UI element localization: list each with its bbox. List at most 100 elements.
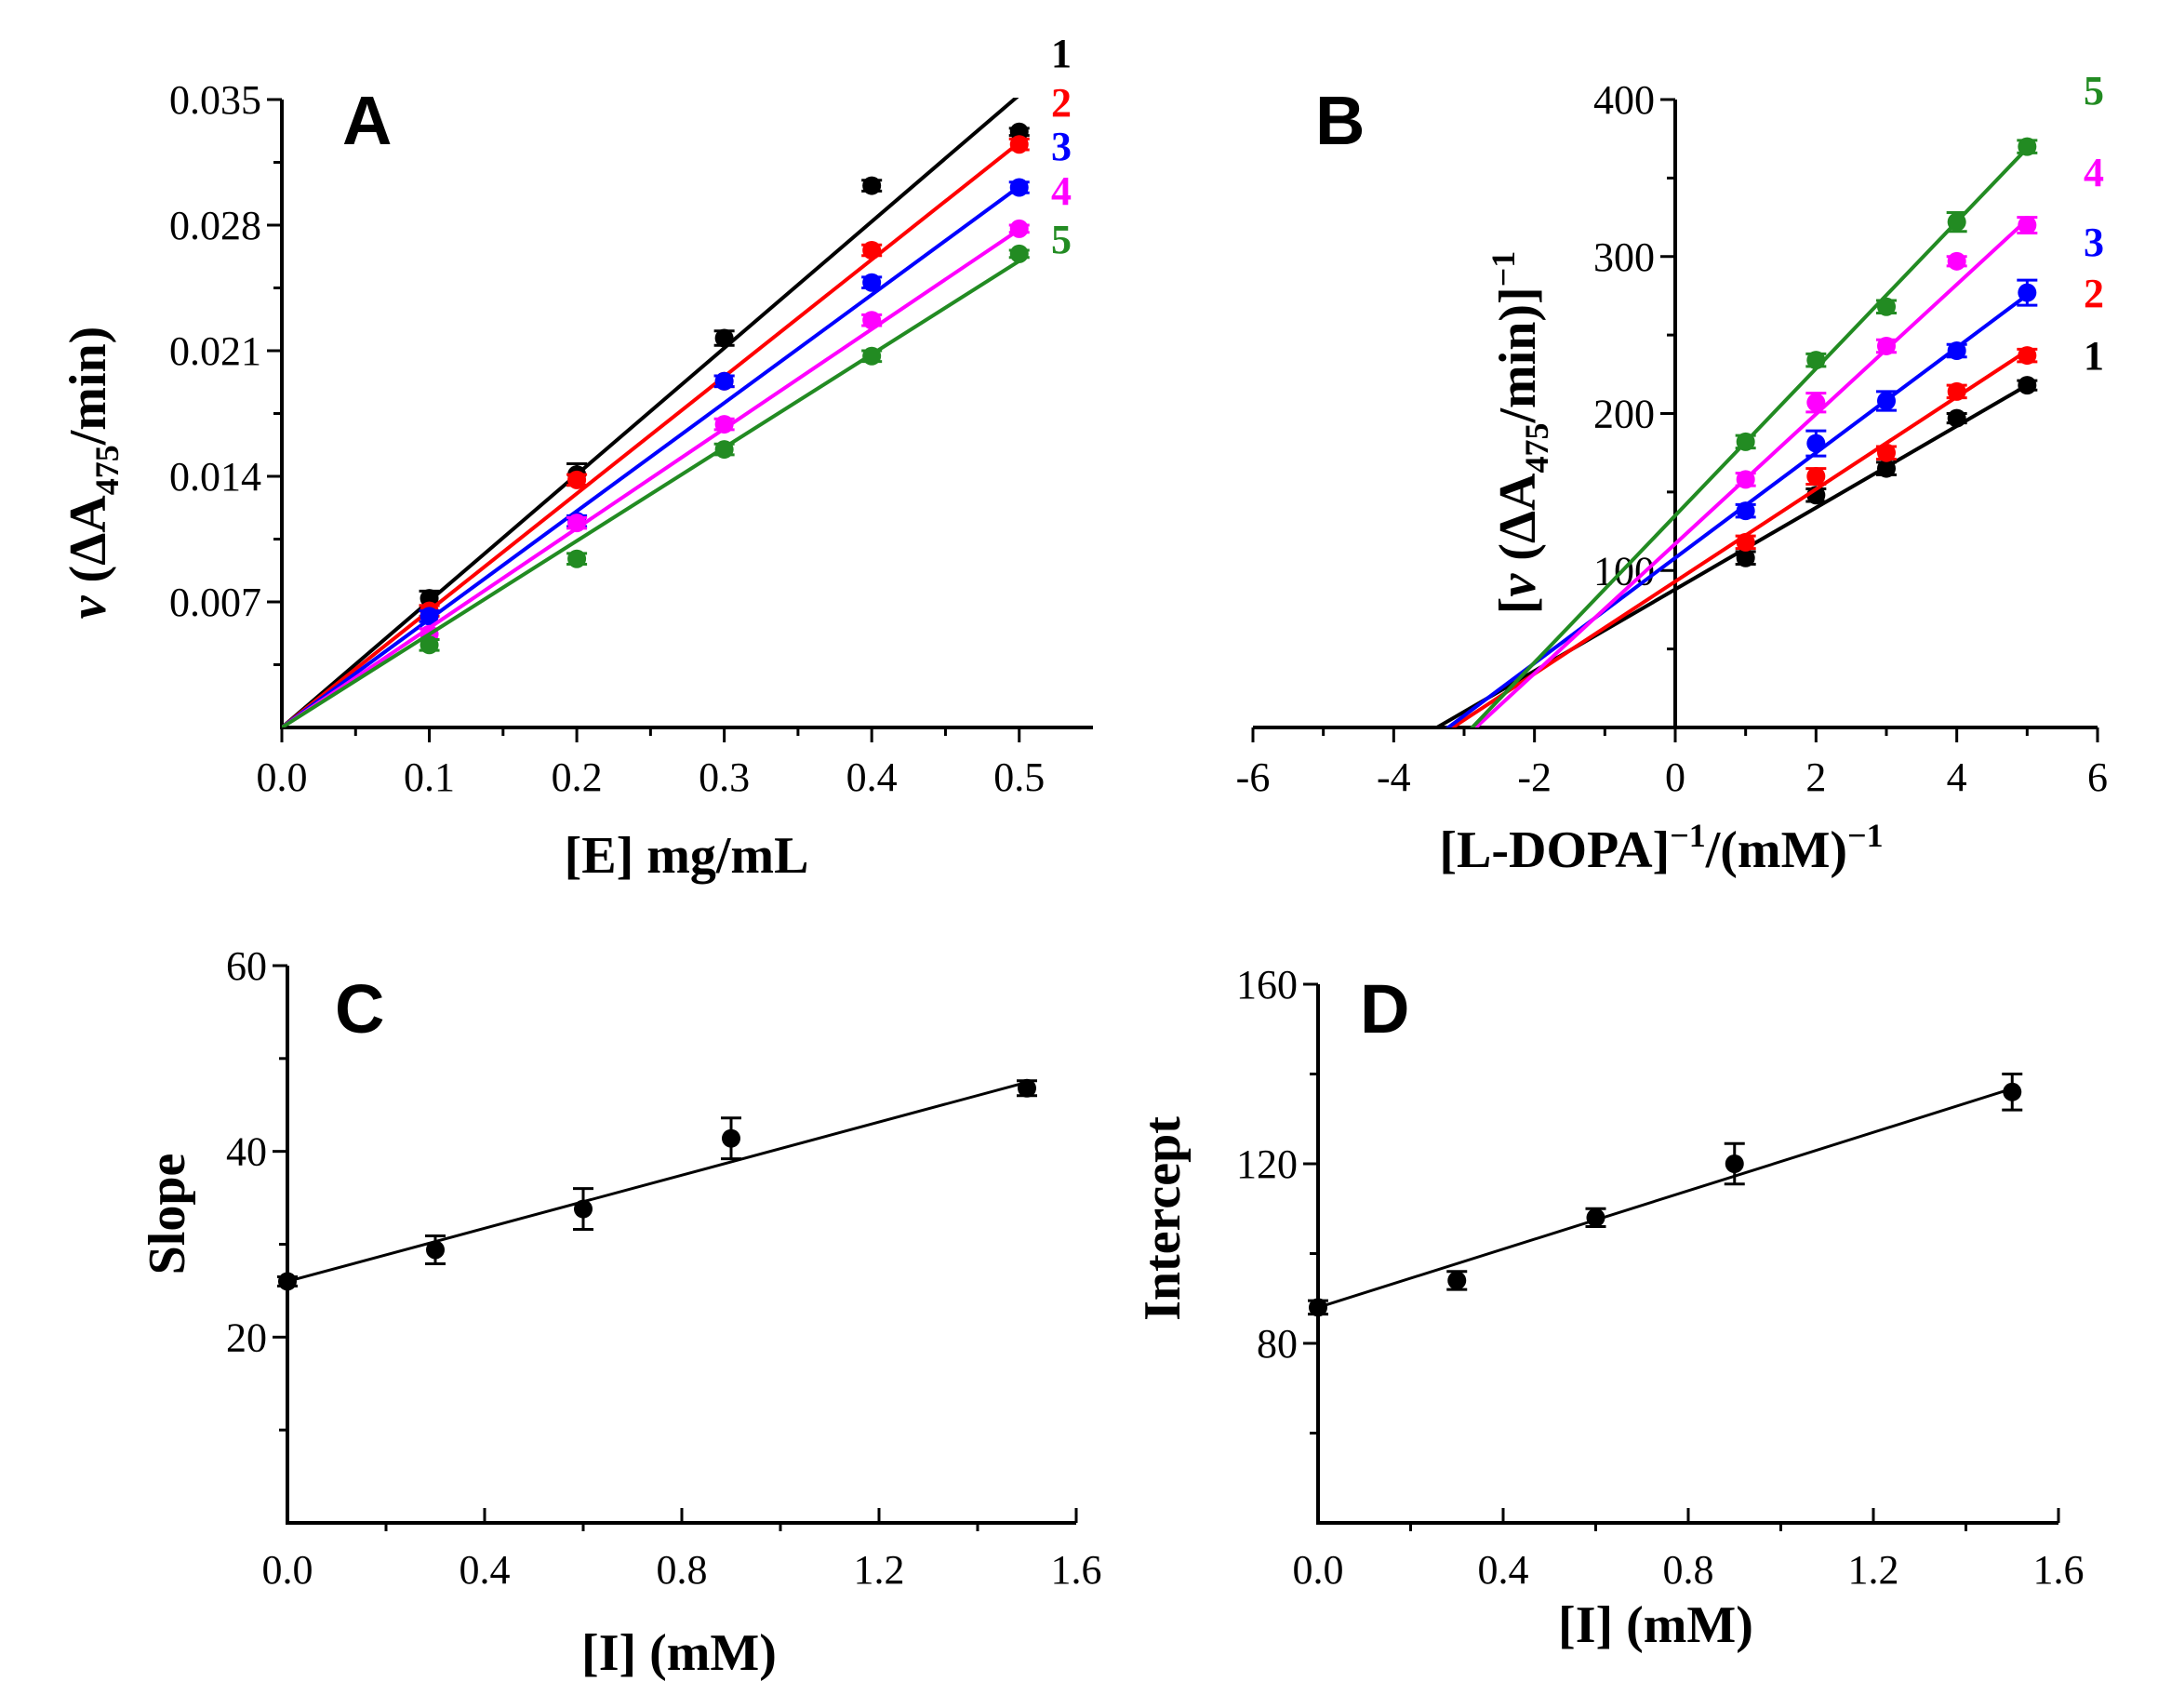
panel-a-fit-line [282,228,1020,727]
panel-a-y-tick-label: 0.035 [169,77,261,123]
panel-b-ylabel-sup: −1 [1485,251,1522,287]
panel-d-x-tick-label: 1.2 [1848,1547,1899,1593]
panel-b-letter: B [1315,82,1365,159]
panel-c-fit-line [287,1080,1028,1283]
panel-a-xlabel: [E] mg/mL [565,827,809,885]
panel-b-ylabel-prefix: v [1489,573,1547,597]
panel-a-series-label: 4 [1051,168,1072,214]
panel-b-series-5: 5 [1469,68,2104,727]
panel-b-data-point [1806,434,1826,453]
panel-b-x-tick-label: -4 [1377,754,1411,800]
panel-b-data-point [1947,251,1966,271]
panel-b-series-2: 2 [1448,271,2104,727]
panel-b-x-tick-label: 0 [1665,754,1685,800]
panel-a-y-tick-label: 0.021 [169,328,261,374]
panel-d-x-tick-label: 0.0 [1293,1547,1344,1593]
panel-d-plot: 0.0 0.4 0.8 1.2 1.6 80 120 160 [1236,962,2085,1593]
panel-b-data-point [1806,351,1826,370]
panel-b-x-tick-label: 2 [1805,754,1826,800]
panel-c-y-tick-label: 20 [226,1314,267,1360]
panel-a-fit-line [282,259,1020,727]
panel-a-data-point [862,241,882,260]
panel-d-ylabel: Intercept [1134,1116,1192,1321]
panel-b-data-point [1736,548,1755,567]
panel-b-plot: -6-4-2024610020030040012345 [1236,68,2108,800]
panel-d-data-point [1725,1154,1744,1173]
panel-c-y-tick-label: 40 [226,1129,267,1175]
panel-b-data-point [1806,467,1826,486]
panel-a-data-point [714,328,734,348]
panel-c-plot: 0.0 0.4 0.8 1.2 1.6 20 40 60 [226,943,1102,1593]
panel-a-data-point [714,415,734,434]
panel-a-series-3: 3 [282,124,1072,727]
panel-d-series-intercept [1308,1073,2023,1317]
panel-a-fit-line [282,140,1020,727]
panel-b-xlabel-sup2: −1 [1847,817,1884,854]
panel-b-x-tick-label: 6 [2087,754,2108,800]
panel-d-x-tick-label: 0.8 [1663,1547,1714,1593]
panel-b-x-tick-label: -2 [1517,754,1552,800]
panel-c-data-point [278,1272,297,1291]
panel-b-x-tick-label: 4 [1947,754,1967,800]
panel-a-x-tick-label: 0.0 [257,754,308,800]
panel-b-ylabel-suffix: /min)] [1489,287,1547,423]
panel-c: 0.0 0.4 0.8 1.2 1.6 20 40 60 C Slope [I] (mM) [139,943,1102,1682]
panel-b-data-point [1947,381,1966,401]
panel-c-x-tick-label: 0.0 [262,1547,313,1593]
panel-a-data-point [1009,178,1029,197]
panel-a-ylabel-suffix: /min) [60,327,117,447]
panel-a-series-2: 2 [282,80,1072,727]
panel-a-series-label: 2 [1051,80,1072,126]
panel-a-y-tick-label: 0.014 [169,454,261,500]
panel-b-series-label: 3 [2084,220,2104,265]
panel-d-data-point [1447,1271,1467,1290]
panel-c-data-point [1018,1078,1036,1098]
panel-b-data-point [2018,346,2037,366]
panel-d-x-tick-label: 0.4 [1478,1547,1529,1593]
panel-b-data-point [1947,212,1966,232]
panel-c-data-point [574,1199,593,1219]
panel-a-x-tick-label: 0.5 [993,754,1045,800]
panel-a-data-point [567,514,587,533]
panel-c-y-tick-label: 60 [226,943,267,989]
panel-a-y-tick-label: 0.028 [169,203,261,248]
panel-a-plot: 0.0 0.1 0.2 0.3 0.4 0.5 0.007 0.014 0.021 0.028 0.… [169,31,1093,800]
panel-a-data-point [567,549,587,568]
panel-b-data-point [1877,459,1896,478]
panel-a-series-label: 1 [1051,31,1072,76]
panel-d-y-tick-label: 160 [1236,962,1298,1007]
panel-b-series-label: 4 [2084,150,2104,195]
panel-b-data-point [1877,336,1896,355]
panel-b-data-point [2018,376,2037,395]
panel-c-x-tick-label: 0.8 [657,1547,708,1593]
panel-b-data-point [1947,408,1966,428]
panel-d-data-point [1586,1208,1605,1227]
panel-c-data-point [426,1240,445,1260]
panel-b-data-point [1806,393,1826,412]
panel-d-xlabel: [I] (mM) [1558,1596,1753,1654]
panel-b-data-point [1877,443,1896,462]
panel-c-ylabel: Slope [139,1154,196,1275]
panel-c-letter: C [335,970,384,1047]
panel-a-x-tick-label: 0.2 [552,754,603,800]
panel-a-series-label: 5 [1051,217,1072,262]
panel-b-data-point [2018,137,2037,156]
panel-b: -6-4-2024610020030040012345 B [v (ΔA475/… [1236,68,2108,879]
panel-c-data-point [722,1128,740,1148]
panel-b-xlabel-sup1: −1 [1670,817,1706,854]
panel-b-data-point [1877,392,1896,410]
panel-a-ylabel-main: (ΔA [60,495,117,596]
panel-c-x-tick-label: 0.4 [460,1547,511,1593]
panel-b-xlabel-main: [L-DOPA] [1439,821,1670,879]
panel-b-series-label: 5 [2084,68,2104,113]
panel-b-data-point [1736,501,1755,521]
panel-a-data-point [862,311,882,330]
panel-a-series-1: 1 [282,31,1072,727]
panel-b-data-point [1947,341,1966,360]
panel-d-data-point [1309,1298,1327,1317]
panel-a-series-5: 5 [282,217,1072,727]
panel-b-xlabel: [L-DOPA]−1/(mM)−1 [1439,817,1883,879]
panel-a-ylabel-prefix: v [60,594,117,619]
panel-a-data-point [714,440,734,460]
panel-b-data-point [2018,216,2037,234]
